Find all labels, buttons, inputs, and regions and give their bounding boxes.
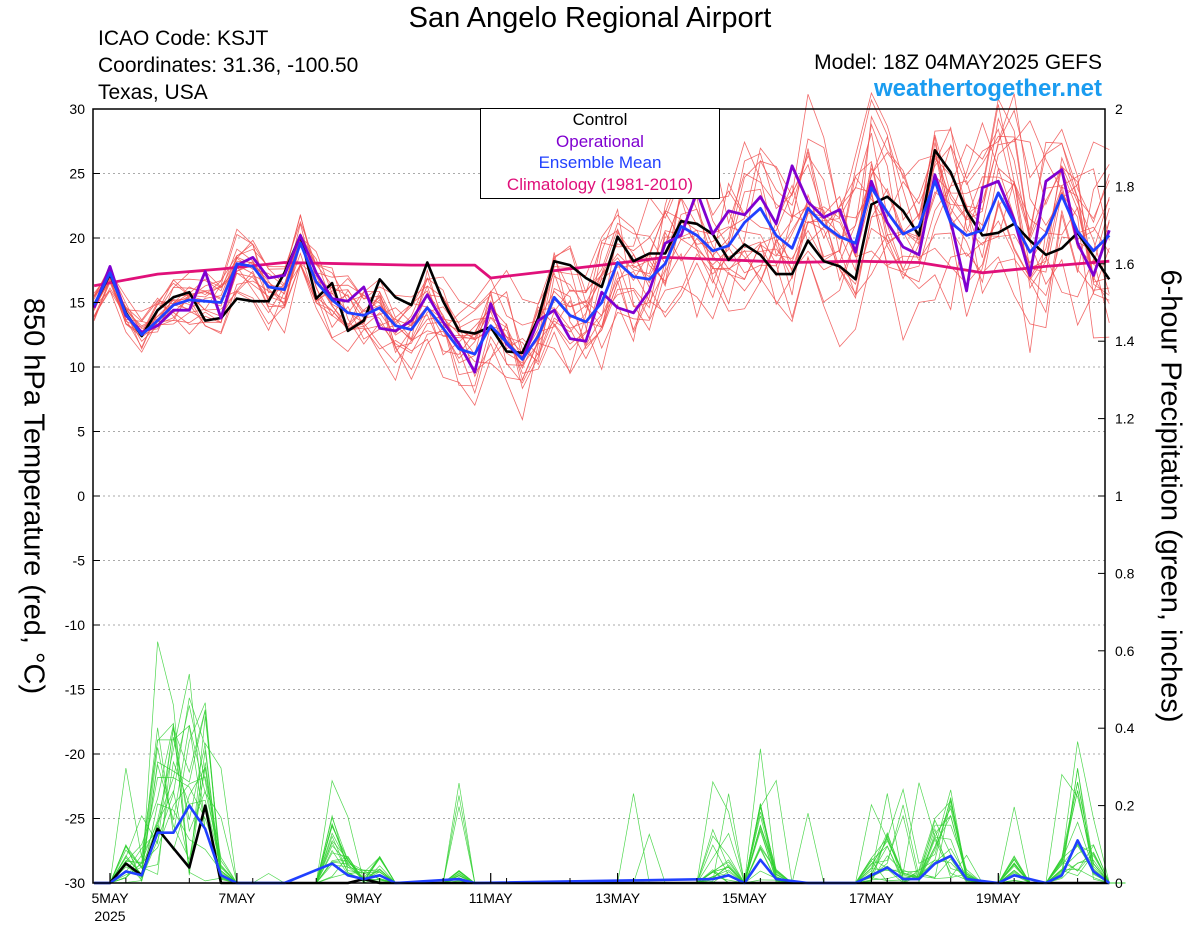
mean-precip-line xyxy=(94,804,1111,885)
y-left-tick-label: 0 xyxy=(77,488,85,504)
x-tick-label: 11MAY xyxy=(469,890,513,906)
mean-temp-line xyxy=(92,179,1111,361)
legend-mean: Ensemble Mean xyxy=(538,153,662,172)
legend-operational: Operational xyxy=(556,131,644,151)
axes: 302520151050-5-10-15-20-25-3021.81.61.41… xyxy=(65,101,1135,924)
legend: Control Operational Ensemble Mean Climat… xyxy=(480,108,720,199)
y-right-tick-label: 0.2 xyxy=(1115,798,1135,814)
control-precip-line xyxy=(94,804,1110,885)
x-tick-label: 7MAY xyxy=(218,890,256,906)
y-right-tick-label: 0.6 xyxy=(1115,643,1135,659)
series-lines xyxy=(92,149,1111,885)
y-right-tick-label: 0.8 xyxy=(1115,565,1135,581)
chart-title: San Angelo Regional Airport xyxy=(408,2,772,34)
x-tick-label: 9MAY xyxy=(345,890,383,906)
x-tick-label: 13MAY xyxy=(595,890,641,906)
temp-member-line xyxy=(93,123,1110,364)
y-left-tick-label: -30 xyxy=(65,875,85,891)
y-left-tick-label: 25 xyxy=(69,166,85,182)
x-tick-label: 19MAY xyxy=(976,890,1022,906)
y-left-tick-label: 20 xyxy=(69,230,85,246)
y-right-tick-label: 0 xyxy=(1115,875,1123,891)
model-run: Model: 18Z 04MAY2025 GEFS xyxy=(814,51,1102,74)
y-left-tick-label: 10 xyxy=(69,359,85,375)
temp-member-line xyxy=(93,134,1110,363)
y-left-tick-label: -25 xyxy=(65,811,85,827)
x-tick-label: 17MAY xyxy=(849,890,895,906)
y-left-tick-label: -10 xyxy=(65,617,85,633)
y-right-tick-label: 1 xyxy=(1115,488,1123,504)
temp-member-line xyxy=(93,126,1110,421)
y-right-tick-label: 1.8 xyxy=(1115,178,1135,194)
coordinates: Coordinates: 31.36, -100.50 xyxy=(98,54,359,77)
legend-climatology: Climatology (1981-2010) xyxy=(506,174,694,194)
y-left-tick-label: -15 xyxy=(65,682,85,698)
x-tick-label: 15MAY xyxy=(722,890,768,906)
left-axis-label: 850 hPa Temperature (red, °C) xyxy=(17,297,50,695)
operational-temp-line xyxy=(92,164,1111,374)
y-left-tick-label: 5 xyxy=(77,424,85,440)
site-link[interactable]: weathertogether.net xyxy=(873,75,1102,102)
y-left-tick-label: 15 xyxy=(69,295,85,311)
y-left-tick-label: -5 xyxy=(73,553,86,569)
y-left-tick-label: 30 xyxy=(69,101,85,117)
y-right-tick-label: 1.4 xyxy=(1115,333,1135,349)
icao-code: ICAO Code: KSJT xyxy=(98,27,269,50)
right-axis-label: 6-hour Precipitation (green, inches) xyxy=(1154,269,1187,723)
control-temp-line xyxy=(92,149,1111,355)
y-right-tick-label: 1.2 xyxy=(1115,411,1135,427)
y-left-tick-label: -20 xyxy=(65,746,85,762)
location: Texas, USA xyxy=(98,81,208,104)
temp-member-line xyxy=(93,147,1110,381)
y-right-tick-label: 2 xyxy=(1115,101,1123,117)
x-tick-label: 5MAY xyxy=(91,890,129,906)
legend-control: Control xyxy=(572,110,628,129)
temp-member-line xyxy=(93,128,1110,376)
y-right-tick-label: 0.4 xyxy=(1115,720,1135,736)
climatology-temp-line xyxy=(93,255,1110,288)
y-right-tick-label: 1.6 xyxy=(1115,256,1135,272)
x-tick-sublabel: 2025 xyxy=(94,908,125,924)
